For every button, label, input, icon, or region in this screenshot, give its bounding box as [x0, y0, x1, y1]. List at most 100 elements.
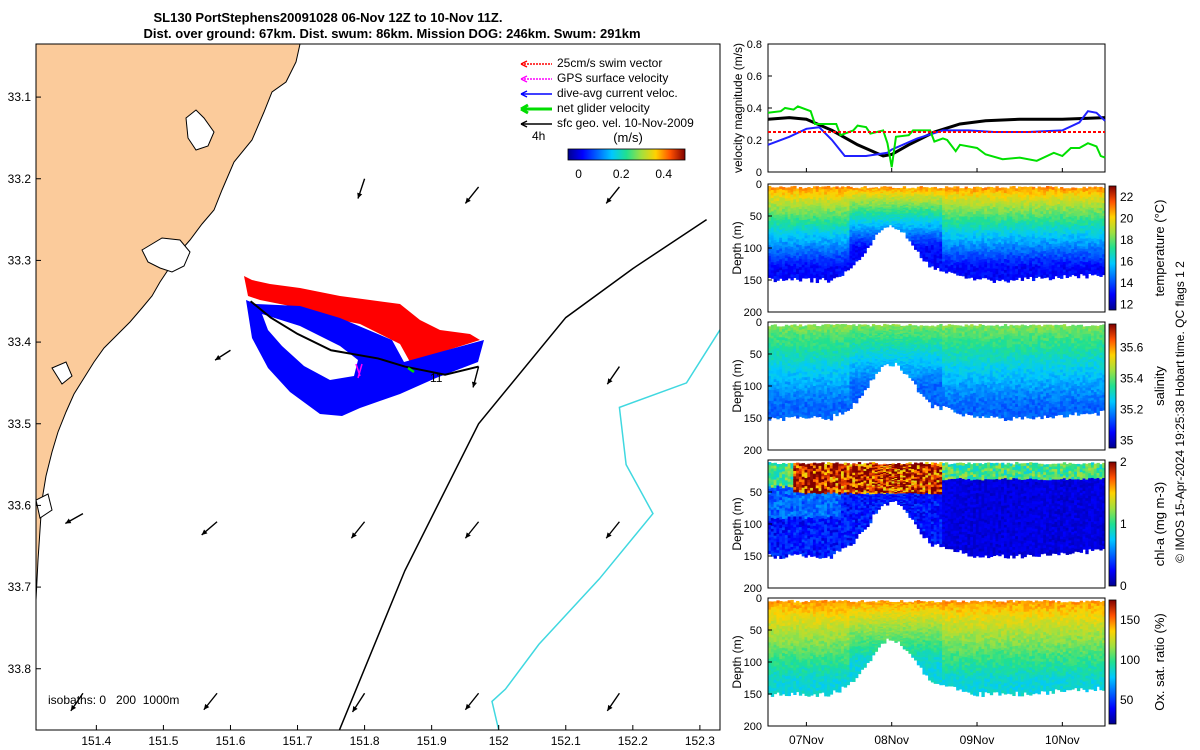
profile-cell — [894, 190, 898, 193]
profile-cell — [835, 207, 839, 211]
profile-cell — [877, 229, 881, 232]
profile-cell — [877, 224, 881, 227]
profile-cell — [857, 209, 862, 212]
map-y-tick-labels: 33.133.233.333.433.533.633.733.8 — [8, 90, 41, 676]
sfc-arrow-head — [65, 518, 72, 524]
profile-cell — [804, 230, 808, 234]
profile-cell — [790, 235, 794, 240]
profile-cell — [804, 272, 808, 277]
profile-cell — [846, 220, 850, 224]
profile-cell — [902, 213, 907, 216]
profile-cell — [768, 247, 772, 252]
profile-cell — [897, 205, 901, 207]
profile-cell — [804, 198, 808, 202]
profile-cell — [770, 254, 775, 258]
profile-cell — [835, 258, 839, 262]
profile-cell — [779, 264, 783, 268]
profile-cell — [838, 258, 842, 262]
profile-cell — [787, 248, 791, 252]
profile-cell — [869, 211, 873, 214]
profile-cell — [885, 203, 890, 205]
profile-cell — [883, 198, 887, 200]
profile-cell — [793, 245, 797, 249]
profile-cell — [891, 195, 895, 198]
velocity-series-line — [767, 116, 1106, 158]
profile-cell — [843, 258, 848, 262]
profile-cell — [793, 250, 797, 254]
profile-cell — [796, 231, 800, 235]
profile-cell — [826, 225, 831, 229]
profile-cell — [897, 217, 901, 219]
profile-cell — [888, 194, 893, 197]
swim-vector-band — [244, 276, 480, 362]
profile-cell — [855, 233, 859, 236]
profile-cell — [824, 200, 828, 204]
profile-cell — [784, 225, 789, 229]
profile-cell — [821, 274, 825, 279]
profile-cell — [793, 258, 797, 262]
profile-cell — [832, 248, 836, 252]
profile-cell — [860, 238, 864, 241]
profile-cell — [832, 202, 836, 207]
profile-cell — [880, 217, 884, 219]
profile-cell — [773, 278, 777, 283]
profile-cell — [832, 186, 836, 190]
profile-cell — [838, 192, 842, 196]
profile-cell — [863, 186, 867, 189]
profile-cell — [818, 195, 822, 199]
sfc-arrow — [350, 521, 366, 539]
legend-label-swim: 25cm/s swim vector — [557, 56, 662, 70]
profile-cell — [815, 245, 820, 250]
profile-cell — [902, 223, 907, 226]
profile-cell — [824, 213, 828, 218]
profile-cell — [849, 213, 853, 216]
profile-cell — [849, 222, 853, 226]
profile-cell — [863, 215, 867, 219]
profile-cell — [807, 253, 811, 257]
profile-cell — [908, 200, 912, 203]
profile-cell — [793, 202, 797, 206]
profile-cell — [871, 230, 876, 233]
profile-cell — [838, 226, 842, 230]
profile-cell — [796, 193, 800, 197]
profile-cell — [846, 262, 850, 266]
profile-cell — [782, 228, 786, 232]
profile-cell — [902, 218, 907, 221]
profile-cell — [866, 200, 870, 203]
profile-cell — [911, 234, 915, 238]
profile-cell — [804, 256, 808, 261]
profile-cell — [880, 203, 884, 205]
profile-cell — [894, 191, 898, 194]
profile-cell — [905, 194, 909, 197]
profile-cell — [883, 224, 887, 227]
profile-cell — [866, 217, 870, 221]
profile-cell — [897, 226, 901, 229]
profile-cell — [843, 263, 848, 267]
profile-cell — [871, 233, 876, 236]
profile-cell — [821, 213, 825, 217]
profile-cell — [908, 191, 912, 194]
profile-cell — [885, 216, 890, 218]
profile-cell — [779, 224, 783, 228]
profile-cell — [812, 240, 817, 244]
profile-cell — [885, 213, 890, 216]
profile-cell — [891, 225, 895, 228]
profile-cell — [798, 272, 803, 276]
profile-cell — [782, 255, 786, 259]
profile-cell — [869, 209, 873, 212]
profile-cell — [857, 217, 862, 221]
profile-cell — [897, 191, 901, 194]
profile-cell — [815, 234, 820, 238]
profile-cell — [801, 188, 806, 192]
profile-cell — [773, 237, 777, 241]
profile-y-tick-label: 50 — [750, 211, 762, 223]
profile-cell — [818, 227, 822, 231]
profile-cell — [885, 209, 890, 211]
profile-cell — [821, 189, 825, 193]
profile-cell — [877, 211, 881, 214]
profile-cell — [801, 270, 806, 274]
profile-cell — [770, 219, 775, 223]
profile-cell — [790, 205, 794, 209]
profile-cell — [790, 186, 794, 190]
profile-cell — [869, 241, 873, 244]
